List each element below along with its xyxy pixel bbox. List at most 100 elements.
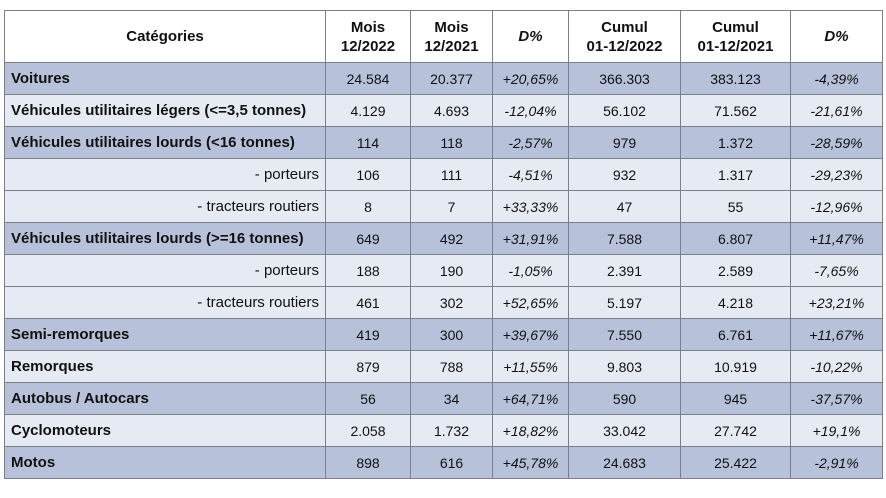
value-cell: 190	[410, 254, 493, 287]
header-cell: Mois 12/2022	[325, 10, 411, 63]
category-cell: Véhicules utilitaires lourds (<16 tonnes…	[4, 126, 326, 159]
value-cell: 6.807	[680, 222, 791, 255]
value-cell: +64,71%	[492, 382, 569, 415]
value-cell: +11,47%	[790, 222, 883, 255]
value-cell: 590	[568, 382, 681, 415]
table-row: Remorques 879 788 +11,55% 9.803 10.919 -10,22%	[4, 350, 883, 383]
value-cell: 383.123	[680, 62, 791, 95]
value-cell: 1.372	[680, 126, 791, 159]
value-cell: +52,65%	[492, 286, 569, 319]
value-cell: 114	[325, 126, 411, 159]
value-cell: 1.732	[410, 414, 493, 447]
value-cell: 6.761	[680, 318, 791, 351]
value-cell: 492	[410, 222, 493, 255]
value-cell: 4.218	[680, 286, 791, 319]
header-cell: Cumul 01-12/2022	[568, 10, 681, 63]
value-cell: 419	[325, 318, 411, 351]
value-cell: -2,91%	[790, 446, 883, 479]
value-cell: 20.377	[410, 62, 493, 95]
value-cell: 945	[680, 382, 791, 415]
value-cell: -4,51%	[492, 158, 569, 191]
value-cell: 25.422	[680, 446, 791, 479]
value-cell: 7.588	[568, 222, 681, 255]
value-cell: 1.317	[680, 158, 791, 191]
table-row: - porteurs 106 111 -4,51% 932 1.317 -29,23%	[4, 158, 883, 191]
table-row: Véhicules utilitaires lourds (>=16 tonne…	[4, 222, 883, 255]
table-row: Véhicules utilitaires légers (<=3,5 tonn…	[4, 94, 883, 127]
category-cell: - porteurs	[4, 158, 326, 191]
value-cell: 24.584	[325, 62, 411, 95]
value-cell: 788	[410, 350, 493, 383]
table-row: Voitures 24.584 20.377 +20,65% 366.303 383.12…	[4, 62, 883, 95]
header-cell: Mois 12/2021	[410, 10, 493, 63]
value-cell: 302	[410, 286, 493, 319]
value-cell: +20,65%	[492, 62, 569, 95]
value-cell: +33,33%	[492, 190, 569, 223]
value-cell: +18,82%	[492, 414, 569, 447]
value-cell: 7.550	[568, 318, 681, 351]
value-cell: 10.919	[680, 350, 791, 383]
category-cell: - tracteurs routiers	[4, 286, 326, 319]
table-row: - tracteurs routiers 8 7 +33,33% 47 55 -12,96%	[4, 190, 883, 223]
value-cell: 71.562	[680, 94, 791, 127]
value-cell: 649	[325, 222, 411, 255]
category-cell: Voitures	[4, 62, 326, 95]
value-cell: 27.742	[680, 414, 791, 447]
value-cell: 55	[680, 190, 791, 223]
value-cell: 34	[410, 382, 493, 415]
value-cell: 2.589	[680, 254, 791, 287]
value-cell: -37,57%	[790, 382, 883, 415]
value-cell: 24.683	[568, 446, 681, 479]
value-cell: +23,21%	[790, 286, 883, 319]
value-cell: -4,39%	[790, 62, 883, 95]
value-cell: +11,67%	[790, 318, 883, 351]
value-cell: 111	[410, 158, 493, 191]
value-cell: +45,78%	[492, 446, 569, 479]
value-cell: +39,67%	[492, 318, 569, 351]
table-row: Autobus / Autocars 56 34 +64,71% 590 945 -37,5…	[4, 382, 883, 415]
category-cell: - porteurs	[4, 254, 326, 287]
value-cell: 2.058	[325, 414, 411, 447]
value-cell: 2.391	[568, 254, 681, 287]
value-cell: +19,1%	[790, 414, 883, 447]
category-cell: Motos	[4, 446, 326, 479]
value-cell: -10,22%	[790, 350, 883, 383]
value-cell: 47	[568, 190, 681, 223]
category-cell: Cyclomoteurs	[4, 414, 326, 447]
value-cell: 9.803	[568, 350, 681, 383]
value-cell: -12,96%	[790, 190, 883, 223]
value-cell: 5.197	[568, 286, 681, 319]
value-cell: 4.129	[325, 94, 411, 127]
header-row: Catégories Mois 12/2022 Mois 12/2021 D% Cumu…	[4, 10, 883, 63]
value-cell: 4.693	[410, 94, 493, 127]
value-cell: 7	[410, 190, 493, 223]
category-cell: - tracteurs routiers	[4, 190, 326, 223]
value-cell: -29,23%	[790, 158, 883, 191]
value-cell: 8	[325, 190, 411, 223]
value-cell: 33.042	[568, 414, 681, 447]
value-cell: 300	[410, 318, 493, 351]
value-cell: -7,65%	[790, 254, 883, 287]
table-row: Semi-remorques 419 300 +39,67% 7.550 6.761 +11…	[4, 318, 883, 351]
table-row: - porteurs 188 190 -1,05% 2.391 2.589 -7,65%	[4, 254, 883, 287]
table-row: - tracteurs routiers 461 302 +52,65% 5.197 4.…	[4, 286, 883, 319]
category-cell: Remorques	[4, 350, 326, 383]
value-cell: 461	[325, 286, 411, 319]
value-cell: 932	[568, 158, 681, 191]
value-cell: -1,05%	[492, 254, 569, 287]
header-cell: Cumul 01-12/2021	[680, 10, 791, 63]
value-cell: -28,59%	[790, 126, 883, 159]
value-cell: 106	[325, 158, 411, 191]
value-cell: 56.102	[568, 94, 681, 127]
category-cell: Autobus / Autocars	[4, 382, 326, 415]
value-cell: -2,57%	[492, 126, 569, 159]
value-cell: 188	[325, 254, 411, 287]
header-cell: Catégories	[4, 10, 326, 63]
category-cell: Véhicules utilitaires légers (<=3,5 tonn…	[4, 94, 326, 127]
header-cell: D%	[790, 10, 883, 63]
table-body: Voitures 24.584 20.377 +20,65% 366.303 383.12…	[4, 62, 883, 479]
value-cell: 879	[325, 350, 411, 383]
table-row: Motos 898 616 +45,78% 24.683 25.422 -2,91%	[4, 446, 883, 479]
value-cell: 898	[325, 446, 411, 479]
value-cell: 56	[325, 382, 411, 415]
